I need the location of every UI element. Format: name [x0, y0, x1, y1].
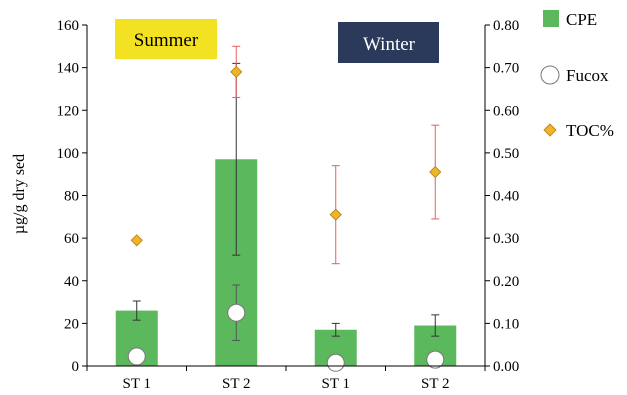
- x-tick-label: ST 1: [322, 376, 350, 392]
- x-tick-label: ST 1: [123, 376, 151, 392]
- bars-layer: [115, 159, 457, 366]
- legend-label-fucox: Fucox: [566, 66, 609, 85]
- point-toc: [429, 165, 442, 179]
- point-toc: [130, 234, 143, 247]
- error-bar-cpe: [132, 300, 141, 321]
- x-axis-ticks: ST 1 ST 2 ST 1 ST 2: [86, 366, 486, 392]
- y-left-tick-label: 0: [72, 359, 80, 375]
- group-label-winter-box: [338, 22, 439, 63]
- point-toc: [230, 65, 243, 78]
- group-label-winter: Winter: [363, 34, 416, 55]
- legend: CPE Fucox TOC%: [540, 10, 614, 140]
- error-bar-cpe: [431, 314, 440, 337]
- point-fucox: [227, 303, 246, 322]
- y-right-tick-label: 0.30: [493, 231, 519, 247]
- y-right-tick-label: 0.60: [493, 103, 519, 119]
- markers-layer: [127, 65, 445, 372]
- group-label-summer: Summer: [134, 30, 199, 51]
- y-axis-left-ticks: 0 20 40 60 80 100 120 140 160: [57, 18, 87, 375]
- legend-label-cpe: CPE: [566, 10, 597, 29]
- y-right-tick-label: 0.70: [493, 61, 519, 77]
- point-fucox: [426, 350, 445, 369]
- y-left-tick-label: 100: [57, 146, 80, 162]
- x-tick-label: ST 2: [222, 376, 250, 392]
- y-axis-label: µg/g dry sed: [11, 154, 28, 234]
- y-right-tick-label: 0.80: [493, 18, 519, 34]
- y-right-tick-label: 0.00: [493, 359, 519, 375]
- point-fucox: [326, 353, 345, 372]
- y-left-tick-label: 20: [64, 316, 79, 332]
- y-left-tick-label: 80: [64, 189, 79, 205]
- error-bars-layer: [132, 45, 440, 341]
- y-left-tick-label: 40: [64, 274, 79, 290]
- group-label-summer-box: [115, 19, 217, 59]
- y-right-tick-label: 0.10: [493, 316, 519, 332]
- x-tick-label: ST 2: [421, 376, 449, 392]
- legend-marker-fucox: [540, 65, 560, 85]
- point-fucox: [127, 347, 146, 366]
- legend-marker-toc: [543, 123, 557, 137]
- y-right-tick-label: 0.40: [493, 189, 519, 205]
- y-left-tick-label: 140: [57, 61, 80, 77]
- y-axis-right-ticks: 0.00 0.10 0.20 0.30 0.40 0.50 0.60 0.70 0.80: [485, 18, 519, 375]
- y-left-tick-label: 160: [57, 18, 80, 34]
- y-left-tick-label: 120: [57, 103, 80, 119]
- y-right-tick-label: 0.20: [493, 274, 519, 290]
- point-toc: [329, 208, 342, 221]
- legend-swatch-cpe: [543, 10, 559, 27]
- y-right-tick-label: 0.50: [493, 146, 519, 162]
- error-bar-cpe: [331, 322, 340, 337]
- group-labels: Summer Winter: [115, 19, 439, 63]
- legend-label-toc: TOC%: [566, 121, 614, 140]
- y-left-tick-label: 60: [64, 231, 79, 247]
